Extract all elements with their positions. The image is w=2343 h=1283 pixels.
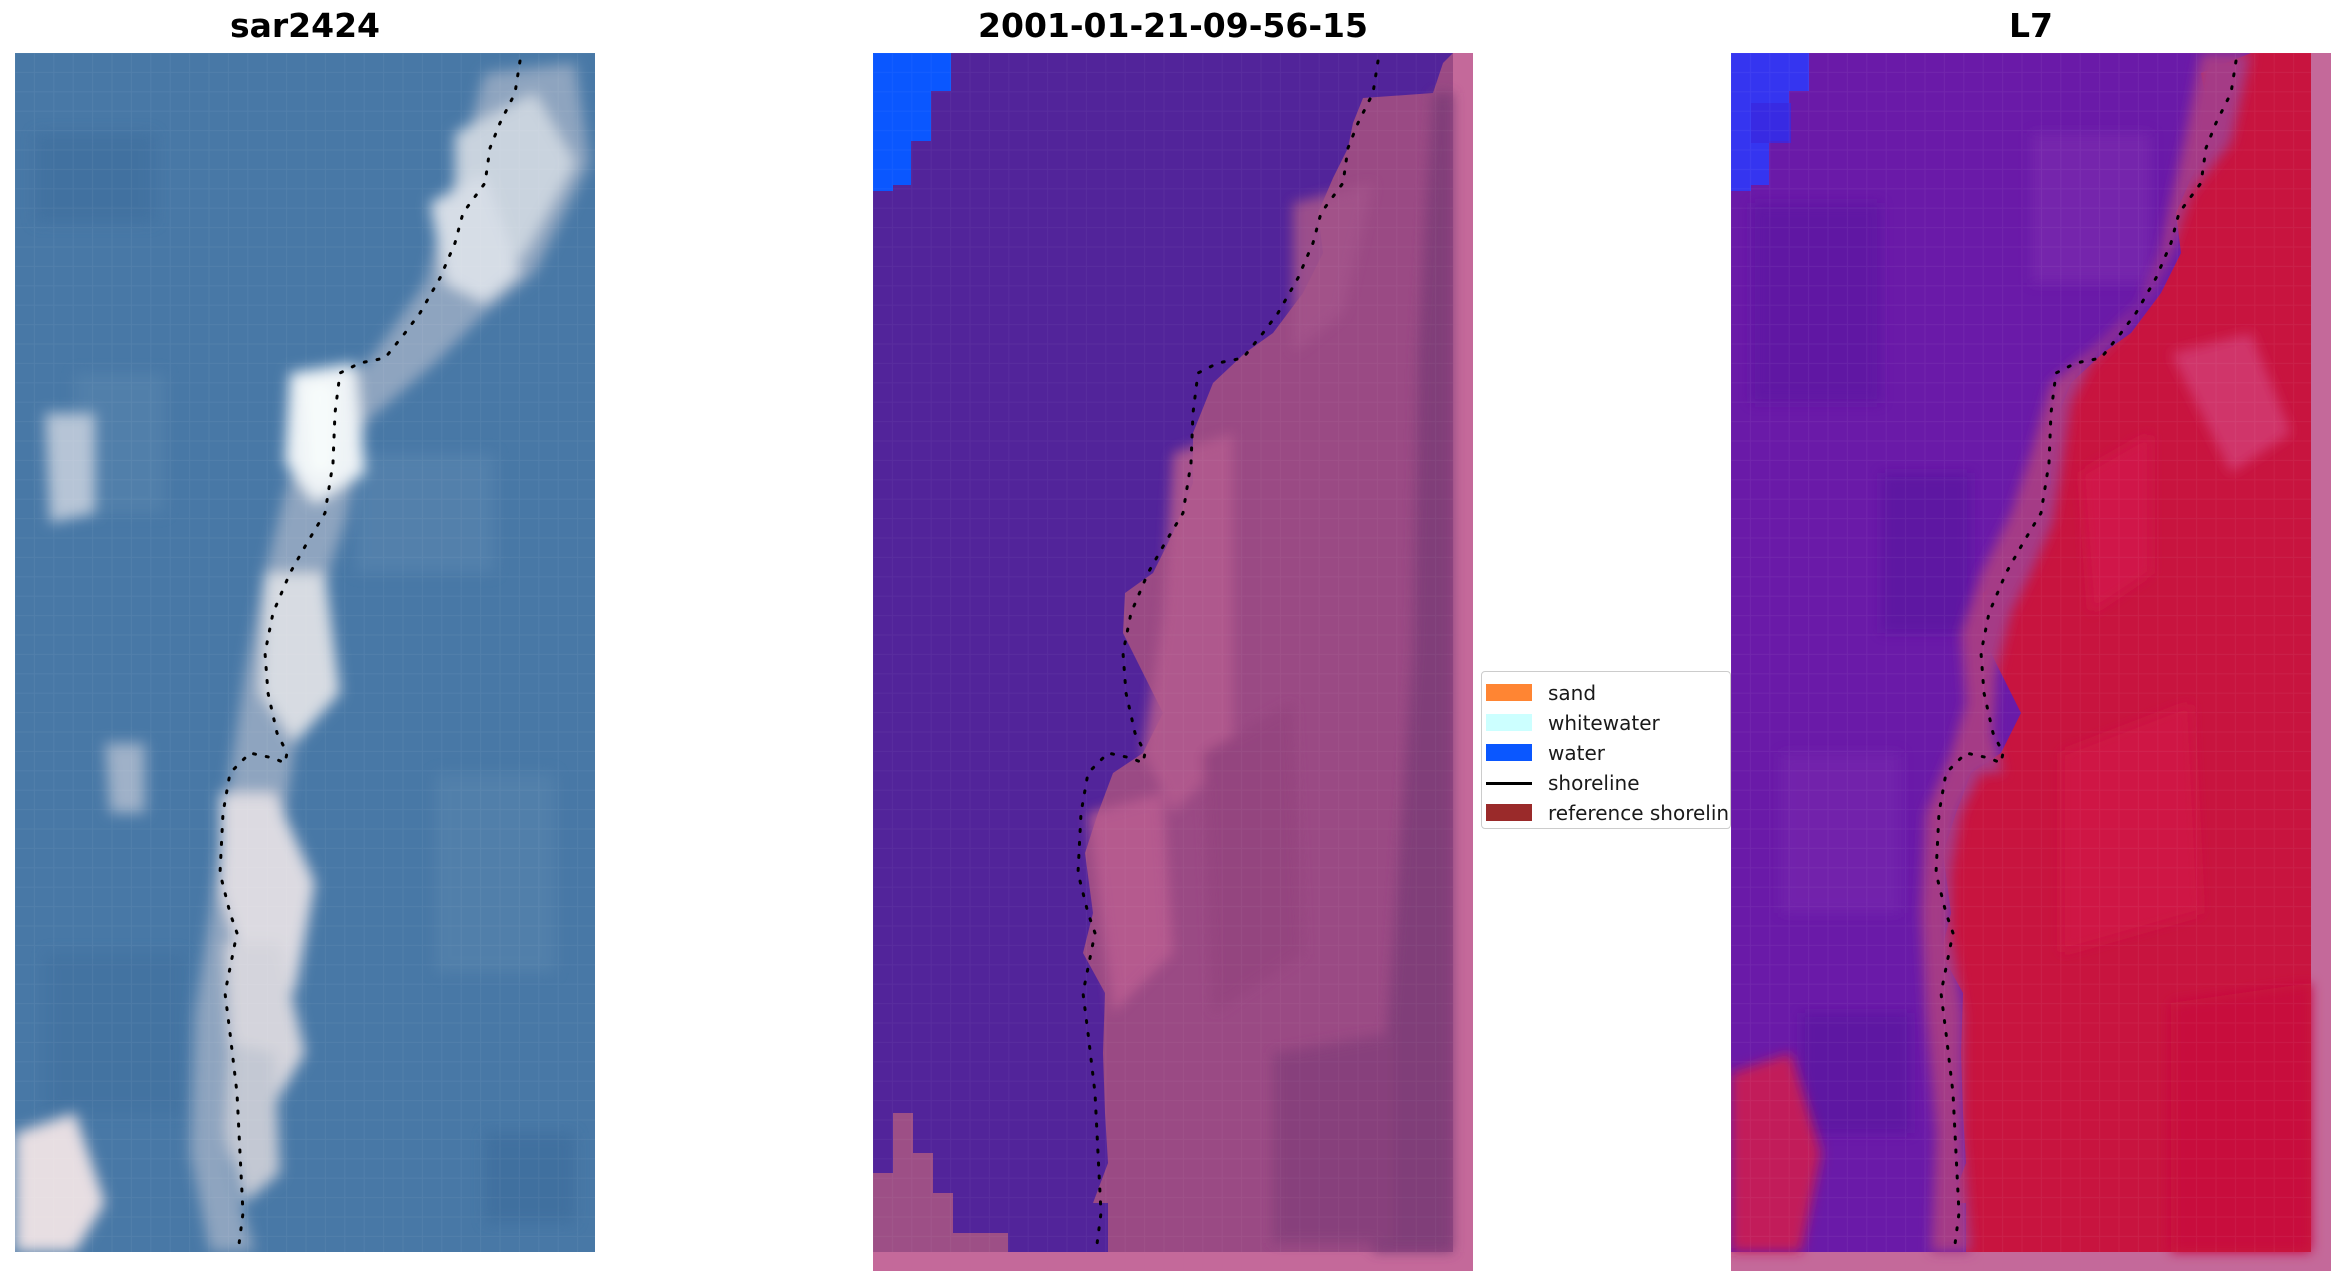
legend: sand whitewater water shoreline referenc… xyxy=(1481,671,1731,829)
legend-label: shoreline xyxy=(1548,771,1640,795)
legend-item-reference-shoreline: reference shoreline xyxy=(1482,798,1731,828)
panel-title-right: L7 xyxy=(2009,6,2053,45)
panel-title-left: sar2424 xyxy=(229,6,381,45)
shoreline-swatch xyxy=(1486,782,1532,785)
sand-swatch xyxy=(1486,684,1532,701)
classification-image xyxy=(873,53,1473,1271)
legend-label: sand xyxy=(1548,681,1597,705)
classification-panel xyxy=(873,53,1473,1271)
legend-item-whitewater: whitewater xyxy=(1482,708,1730,738)
rgb-image xyxy=(15,53,595,1252)
reference-shoreline-swatch xyxy=(1486,804,1532,821)
panel-title-middle: 2001-01-21-09-56-15 xyxy=(978,6,1368,45)
whitewater-swatch xyxy=(1486,714,1532,731)
legend-item-water: water xyxy=(1482,738,1730,768)
legend-label: water xyxy=(1548,741,1605,765)
legend-label: whitewater xyxy=(1548,711,1660,735)
index-image xyxy=(1731,53,2331,1271)
rgb-image-panel xyxy=(15,53,595,1252)
legend-item-sand: sand xyxy=(1482,678,1730,708)
legend-item-shoreline: shoreline xyxy=(1482,768,1730,798)
legend-label: reference shoreline xyxy=(1548,801,1731,825)
water-swatch xyxy=(1486,744,1532,761)
index-panel xyxy=(1731,53,2331,1271)
